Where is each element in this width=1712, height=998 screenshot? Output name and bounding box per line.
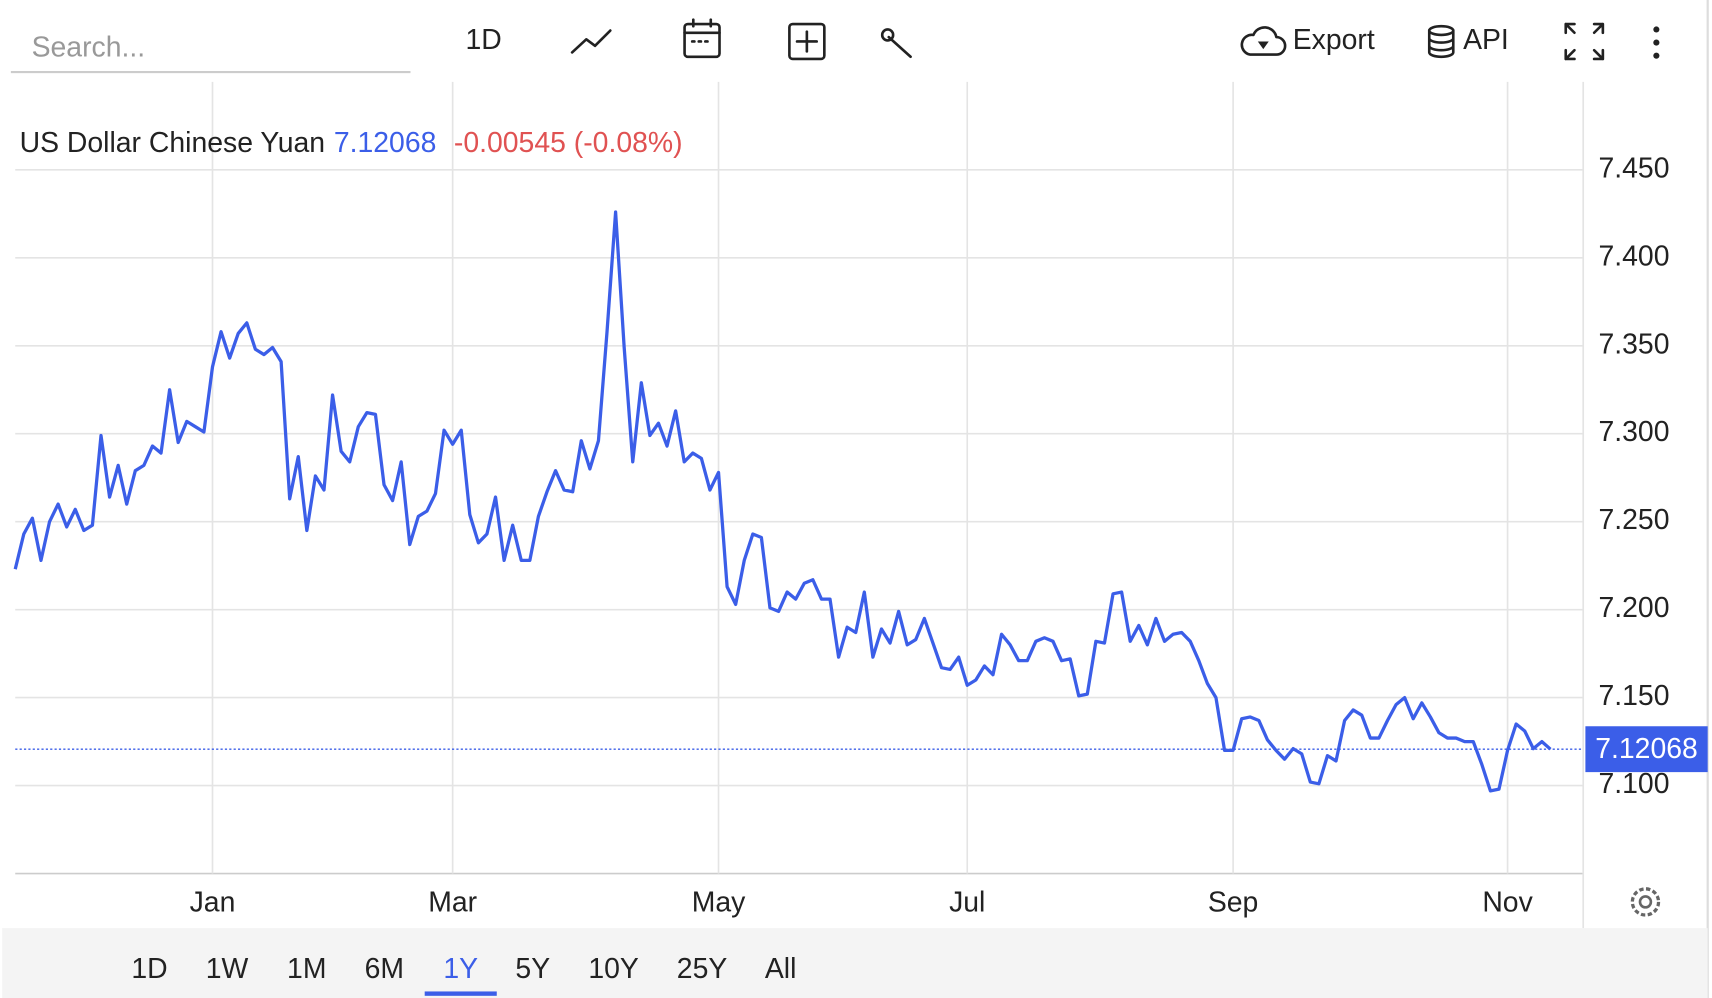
x-tick-label: Sep xyxy=(1208,887,1259,919)
y-tick-label: 7.400 xyxy=(1598,240,1669,272)
range-button[interactable]: 1Y xyxy=(443,953,478,985)
interval-button[interactable]: 1D xyxy=(466,24,502,56)
database-icon xyxy=(1427,24,1455,59)
last-price-box xyxy=(1585,726,1708,773)
chart-header: US Dollar Chinese Yuan 7.12068 -0.00545 (-… xyxy=(20,127,683,159)
range-button[interactable]: All xyxy=(765,953,797,985)
y-tick-label: 7.450 xyxy=(1598,152,1669,184)
api-button[interactable]: API xyxy=(1427,24,1509,59)
tools-icon[interactable] xyxy=(880,28,912,59)
download-arrow xyxy=(1257,41,1269,50)
settings-icon[interactable] xyxy=(1630,887,1661,917)
api-label: API xyxy=(1463,24,1509,56)
fullscreen-icon[interactable] xyxy=(1564,22,1605,61)
range-button[interactable]: 1W xyxy=(206,953,249,985)
x-tick-label: Mar xyxy=(428,887,477,919)
range-buttons: 1D 1W 1M 6M 1Y 5Y 10Y 25Y All xyxy=(131,953,796,996)
export-label: Export xyxy=(1293,24,1375,56)
symbol-name: US Dollar Chinese Yuan xyxy=(20,127,325,159)
search-box[interactable]: Search... xyxy=(10,32,411,74)
range-button[interactable]: 10Y xyxy=(588,953,639,985)
range-button[interactable]: 1M xyxy=(287,953,326,985)
header-price: 7.12068 xyxy=(334,127,437,159)
y-tick-label: 7.300 xyxy=(1598,416,1669,448)
x-tick-label: Nov xyxy=(1482,887,1533,919)
range-button[interactable]: 5Y xyxy=(515,953,550,985)
search-placeholder: Search... xyxy=(32,32,146,64)
export-button[interactable]: Export xyxy=(1240,24,1375,56)
header-change: -0.00545 (-0.08%) xyxy=(454,127,683,159)
y-tick-label: 7.250 xyxy=(1598,504,1669,536)
calendar-icon[interactable] xyxy=(683,18,721,59)
chart-type-icon[interactable] xyxy=(570,29,612,54)
y-tick-label: 7.150 xyxy=(1598,680,1669,712)
range-button[interactable]: 6M xyxy=(365,953,404,985)
x-tick-label: Jan xyxy=(190,887,236,919)
range-button[interactable]: 25Y xyxy=(677,953,728,985)
y-tick-label: 7.350 xyxy=(1598,328,1669,360)
cloud-icon xyxy=(1240,26,1287,56)
range-bar xyxy=(2,928,1708,998)
x-tick-label: May xyxy=(692,887,746,919)
more-menu[interactable] xyxy=(1653,26,1660,59)
y-tick-label: 7.200 xyxy=(1598,592,1669,624)
y-tick-label: 7.100 xyxy=(1598,768,1669,800)
plot-area: 7.100 7.150 7.200 7.250 7.300 7.350 7.400 7.450… xyxy=(13,81,1708,919)
add-indicator-icon[interactable] xyxy=(788,22,826,61)
price-line xyxy=(13,210,1552,793)
x-tick-label: Jul xyxy=(949,887,985,919)
range-button[interactable]: 1D xyxy=(131,953,167,985)
range-selected-underline xyxy=(424,991,497,996)
last-price-label: 7.12068 xyxy=(1595,733,1698,765)
